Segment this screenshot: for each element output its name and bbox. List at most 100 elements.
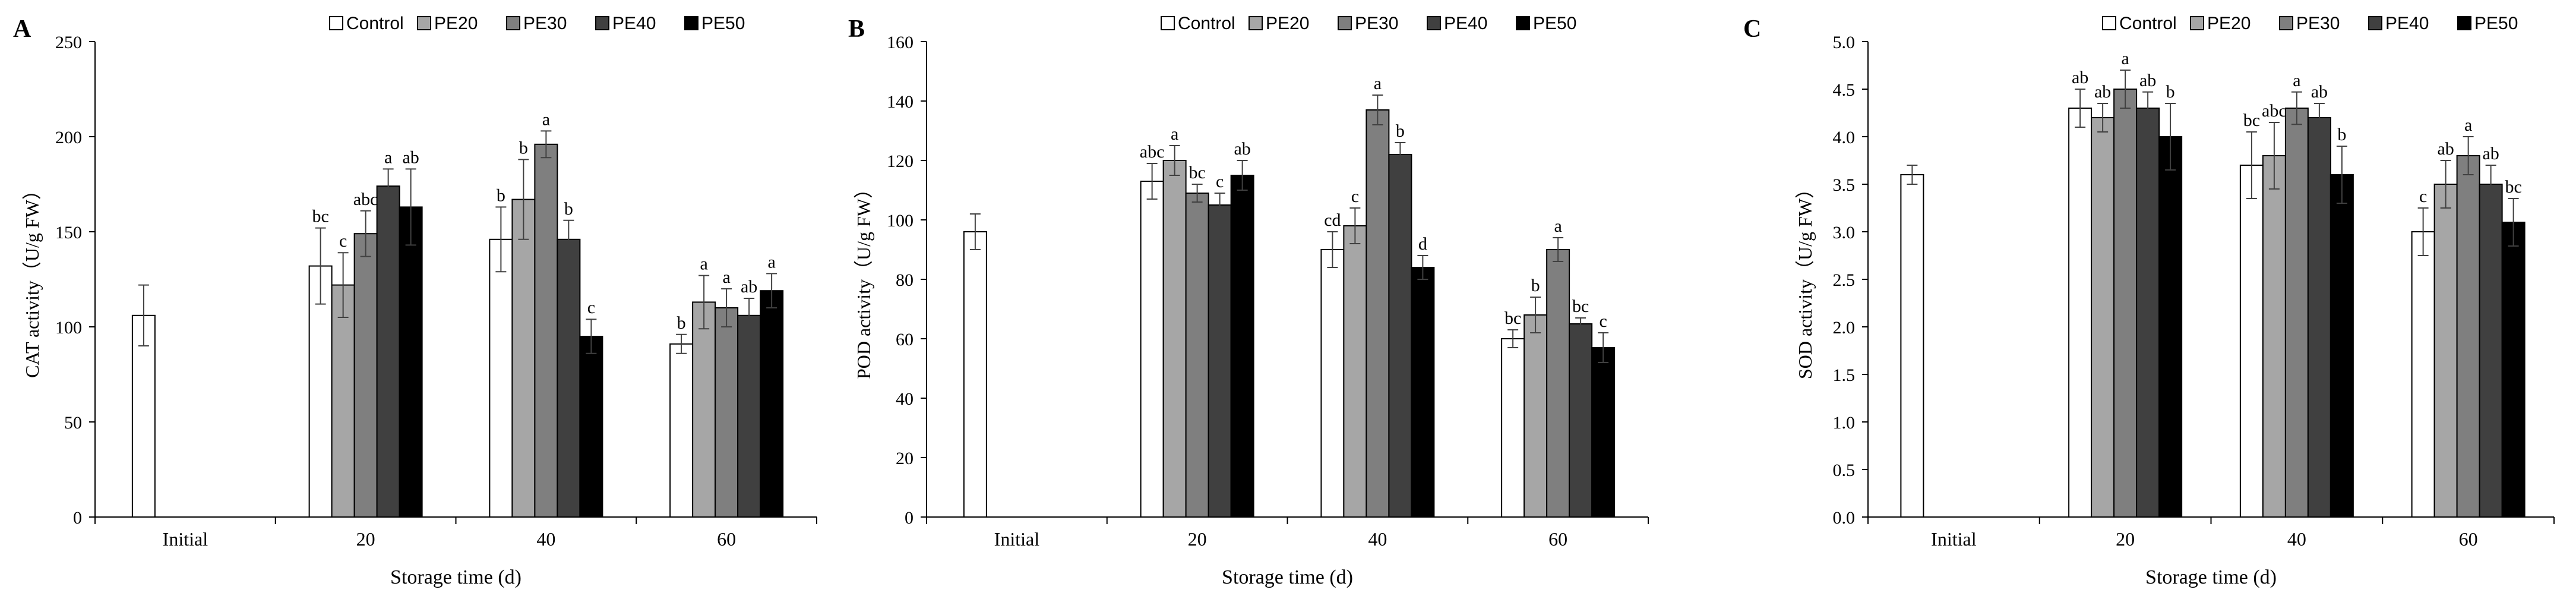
bar-control-60 <box>2411 231 2435 518</box>
y-axis-title: CAT activity（U/g FW） <box>21 181 43 378</box>
significance-letter: b <box>519 138 528 157</box>
y-tick-label: 3.0 <box>1833 223 1856 242</box>
legend-label: PE40 <box>612 14 656 33</box>
y-axis-title: POD activity（U/g FW） <box>853 179 874 379</box>
significance-letter: abc <box>2262 101 2287 121</box>
significance-letter: c <box>2419 187 2427 206</box>
bar-pe50-20 <box>399 206 423 518</box>
y-tick-label: 1.5 <box>1833 365 1856 385</box>
bar-pe40-20 <box>376 185 400 518</box>
bar-initial-control <box>1900 174 1924 518</box>
y-tick-label: 2.5 <box>1833 270 1856 290</box>
bar-control-60 <box>669 343 694 518</box>
legend-label: Control <box>2119 14 2177 33</box>
bar-pe20-60 <box>2433 184 2458 518</box>
legend-label: PE50 <box>2474 14 2518 33</box>
y-tick-label: 160 <box>887 33 914 52</box>
significance-letter: ab <box>402 147 419 167</box>
bar-pe40-40 <box>557 238 581 518</box>
legend-label: Control <box>346 14 404 33</box>
significance-letter: ab <box>741 277 757 297</box>
legend-label: Control <box>1178 14 1235 33</box>
significance-letter: a <box>1374 74 1382 93</box>
legend: Control PE20 PE30 PE40 PE50 <box>1161 14 1576 33</box>
bar-pe30-60 <box>2456 155 2480 518</box>
y-tick-label: 40 <box>896 389 914 409</box>
legend-swatch-pe30 <box>2279 16 2293 30</box>
panel-label: C <box>1743 15 1761 43</box>
significance-letter: b <box>2166 82 2175 102</box>
significance-letter: ab <box>2311 82 2328 102</box>
legend: Control PE20 PE30 PE40 PE50 <box>329 14 745 33</box>
x-tick-label: Initial <box>994 528 1040 550</box>
legend-swatch-pe30 <box>506 16 520 30</box>
y-tick-label: 20 <box>896 449 914 468</box>
legend-swatch-pe40 <box>2368 16 2382 30</box>
bar-control-20 <box>1140 181 1164 518</box>
significance-letter: a <box>2121 49 2129 68</box>
y-tick-label: 60 <box>896 330 914 349</box>
y-tick-label: 100 <box>55 318 82 338</box>
bar-pe20-60 <box>1524 314 1548 518</box>
significance-letter: a <box>700 254 707 274</box>
y-tick-label: 0.0 <box>1833 508 1856 528</box>
bar-pe30-40 <box>1366 109 1390 518</box>
significance-letter: b <box>1396 121 1405 141</box>
y-tick-label: 250 <box>55 33 82 52</box>
y-tick-label: 50 <box>64 413 82 433</box>
significance-letter: b <box>497 185 505 205</box>
bar-control-60 <box>1501 338 1525 518</box>
significance-letter: bc <box>2505 177 2521 197</box>
significance-letter: bc <box>312 207 328 226</box>
significance-letter: a <box>767 252 775 272</box>
legend-label: PE50 <box>701 14 745 33</box>
significance-letter: abc <box>1140 142 1165 162</box>
significance-letter: ab <box>2072 68 2088 87</box>
bar-pe30-60 <box>715 307 739 518</box>
bar-pe20-40 <box>1343 225 1367 518</box>
bar-pe40-20 <box>2136 108 2160 518</box>
legend-label: PE50 <box>1533 14 1576 33</box>
x-tick-label: 40 <box>1368 528 1387 550</box>
bar-control-40 <box>489 238 513 518</box>
bar-pe50-60 <box>760 290 784 518</box>
significance-letter: c <box>1216 172 1224 191</box>
x-tick-label: 60 <box>1548 528 1567 550</box>
legend-swatch-pe40 <box>595 16 609 30</box>
bar-pe30-20 <box>353 233 378 518</box>
panel-label: B <box>848 15 865 43</box>
bar-pe20-20 <box>331 284 355 518</box>
bar-control-40 <box>2239 165 2264 518</box>
legend-swatch-pe50 <box>684 16 698 30</box>
y-tick-label: 5.0 <box>1833 33 1856 52</box>
legend-label: PE30 <box>1355 14 1398 33</box>
chart-panel-B: B 0 20 40 60 80 100 120 140 160 Initial 20 40 60 Stora… <box>848 14 1649 588</box>
bar-initial-control <box>963 231 987 518</box>
bar-control-40 <box>1320 249 1345 518</box>
significance-letter: bc <box>1504 308 1521 328</box>
y-tick-label: 80 <box>896 270 914 290</box>
significance-letter: ab <box>2437 139 2454 159</box>
bar-pe50-40 <box>579 336 603 518</box>
legend-swatch-pe30 <box>1338 16 1352 30</box>
bar-pe20-60 <box>692 301 716 518</box>
x-tick-label: 20 <box>2116 528 2135 550</box>
bar-pe50-20 <box>1230 175 1254 518</box>
bar-pe50-60 <box>1591 347 1616 518</box>
significance-letter: a <box>2293 71 2300 90</box>
y-tick-label: 120 <box>887 152 914 171</box>
bar-pe30-20 <box>1185 193 1209 518</box>
significance-letter: a <box>1554 216 1562 236</box>
significance-letter: a <box>1171 124 1178 144</box>
y-tick-label: 0 <box>73 508 82 528</box>
significance-letter: c <box>587 298 595 317</box>
y-tick-label: 200 <box>55 128 82 147</box>
bar-pe50-40 <box>2330 174 2354 518</box>
panel-label: A <box>13 15 31 43</box>
legend-label: PE20 <box>2207 14 2251 33</box>
significance-letter: cd <box>1324 210 1341 230</box>
significance-letter: a <box>384 147 392 167</box>
legend-swatch-control <box>2102 16 2116 30</box>
x-tick-label: 20 <box>356 528 375 550</box>
